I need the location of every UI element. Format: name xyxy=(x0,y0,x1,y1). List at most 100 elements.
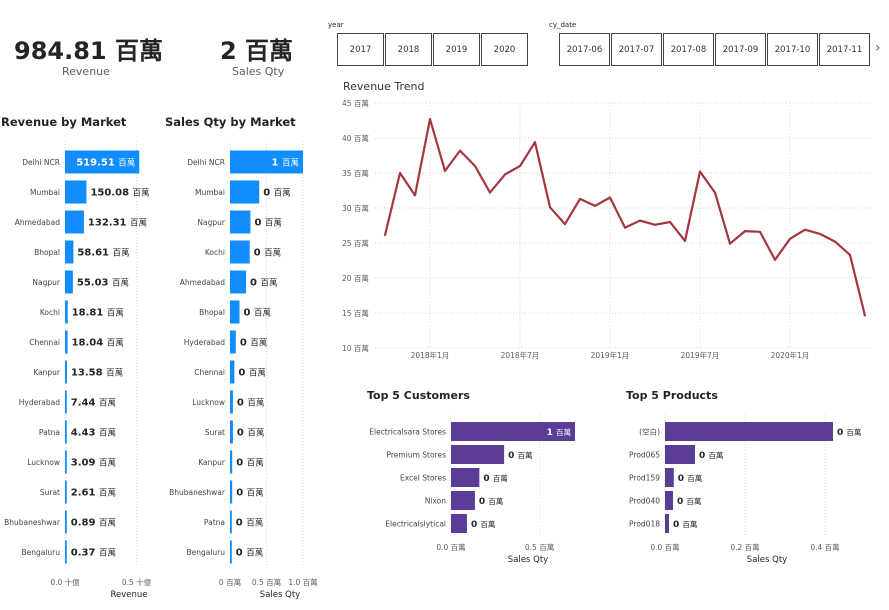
top-5-products-bar xyxy=(665,445,695,464)
sales-qty-by-market-data-label-number: 0 xyxy=(236,488,246,499)
cy-date-option[interactable]: 2017-07 xyxy=(611,33,662,66)
cy-date-slicer-title: cy_date xyxy=(549,21,577,29)
sales-qty-by-market-data-label-number: 1 xyxy=(272,158,282,169)
sales-qty-by-market-data-label-number: 0 xyxy=(236,458,246,469)
revenue-by-market-bar xyxy=(65,210,84,234)
sales-qty-by-market-category-label: Mumbai xyxy=(195,188,225,197)
revenue-by-market-x-axis-label: Revenue xyxy=(110,590,147,600)
revenue-trend-title: Revenue Trend xyxy=(343,80,425,93)
revenue-by-market-data-label-unit: 百萬 xyxy=(107,308,124,319)
top-5-products-data-label: 0 百萬 xyxy=(673,519,697,530)
sales-qty-by-market-data-label-unit: 百萬 xyxy=(247,488,264,499)
top-5-customers-chart: 0.0 百萬 0.5 百萬 Sales Qty Electricalsara Stor… xyxy=(369,414,575,565)
cy-date-option[interactable]: 2017-11 xyxy=(819,33,870,66)
top-5-customers-bar xyxy=(451,422,575,441)
year-option[interactable]: 2018 xyxy=(385,33,432,66)
top-5-products-category-label: Prod040 xyxy=(629,497,660,506)
revenue-trend-y-tick-label: 20 百萬 xyxy=(342,273,369,283)
revenue-by-market-data-label-unit: 百萬 xyxy=(107,338,124,349)
revenue-by-market-data-label-number: 4.43 xyxy=(71,428,99,439)
sales-qty-by-market-data-label-unit: 百萬 xyxy=(261,278,278,289)
revenue-trend-point xyxy=(729,242,731,245)
revenue-by-market-data-label: 2.61 百萬 xyxy=(71,488,116,499)
sales-qty-by-market-data-label: 0 百萬 xyxy=(243,308,270,319)
revenue-trend-point xyxy=(819,233,821,235)
revenue-by-market-category-label: Kochi xyxy=(40,308,60,317)
revenue-trend-point xyxy=(864,314,866,317)
top-5-products-category-label: Prod159 xyxy=(629,474,660,483)
sales-qty-by-market-data-label-number: 0 xyxy=(236,548,246,559)
revenue-trend-point xyxy=(579,198,581,200)
top-5-customers-data-label-number: 0 xyxy=(508,451,517,461)
top-5-customers-x-axis-label: Sales Qty xyxy=(508,555,548,565)
revenue-by-market-data-label: 55.03 百萬 xyxy=(77,278,129,289)
revenue-by-market-data-label-number: 58.61 xyxy=(77,248,112,259)
revenue-by-market-category-label: Nagpur xyxy=(32,278,60,287)
revenue-by-market-category-label: Chennai xyxy=(29,338,60,347)
revenue-by-market-data-label-unit: 百萬 xyxy=(113,248,130,259)
revenue-by-market-data-label-unit: 百萬 xyxy=(133,188,150,199)
top-5-customers-bar xyxy=(451,445,505,464)
revenue-trend-y-tick-label: 45 百萬 xyxy=(342,98,369,108)
top-5-customers-category-label: Nixon xyxy=(425,497,446,506)
year-option[interactable]: 2019 xyxy=(433,33,480,66)
sales-qty-by-market-bar xyxy=(230,390,233,414)
sales-qty-by-market-data-label-number: 0 xyxy=(263,188,273,199)
revenue-by-market-bar xyxy=(65,300,68,324)
cy-date-option[interactable]: 2017-10 xyxy=(767,33,818,66)
year-option[interactable]: 2020 xyxy=(481,33,528,66)
revenue-by-market-data-label: 58.61 百萬 xyxy=(77,248,129,259)
top-5-customers-data-label: 0 百萬 xyxy=(508,450,532,461)
revenue-by-market-data-label: 3.09 百萬 xyxy=(71,458,116,469)
kpi-sales-qty-value: 2 百萬 xyxy=(220,37,294,65)
top-5-products-category-label: Prod018 xyxy=(629,520,660,529)
top-5-customers-data-label-number: 0 xyxy=(471,520,480,530)
top-5-customers-bar xyxy=(451,468,480,487)
top-5-customers-bar xyxy=(451,514,467,533)
revenue-trend-y-tick-label: 15 百萬 xyxy=(342,308,369,318)
top-5-customers-category-label: Premium Stores xyxy=(387,451,447,460)
revenue-by-market-data-label-number: 0.37 xyxy=(71,548,99,559)
sales-qty-by-market-data-label-number: 0 xyxy=(236,518,246,529)
revenue-by-market-data-label-unit: 百萬 xyxy=(99,488,116,499)
top-5-products-data-label-unit: 百萬 xyxy=(846,427,861,437)
cy-date-option[interactable]: 2017-09 xyxy=(715,33,766,66)
top-5-products-data-label-unit: 百萬 xyxy=(686,496,701,506)
revenue-trend-point xyxy=(639,219,641,222)
sales-qty-by-market-data-label: 1 百萬 xyxy=(272,158,299,169)
top-5-products-data-label-unit: 百萬 xyxy=(687,473,702,483)
top-5-products-data-label-number: 0 xyxy=(673,520,682,530)
revenue-trend-point xyxy=(624,226,626,229)
sales-qty-by-market-category-label: Lucknow xyxy=(192,398,225,407)
top-5-products-data-label-number: 0 xyxy=(678,474,687,484)
top-5-customers-data-label-number: 0 xyxy=(479,497,488,507)
revenue-by-market-data-label-number: 3.09 xyxy=(71,458,99,469)
cy-date-option[interactable]: 2017-08 xyxy=(663,33,714,66)
revenue-by-market-bar xyxy=(65,150,140,174)
top-5-products-category-label: (空白) xyxy=(639,427,660,437)
revenue-trend-point xyxy=(609,196,611,199)
revenue-by-market-bar xyxy=(65,390,67,414)
top-5-products-data-label-unit: 百萬 xyxy=(708,450,723,460)
sales-qty-by-market-data-label: 0 百萬 xyxy=(238,368,265,379)
sales-qty-by-market-bar xyxy=(230,180,260,204)
revenue-by-market-bar xyxy=(65,540,67,564)
revenue-by-market-bar xyxy=(65,510,67,534)
top-5-customers-x-tick-label: 0.0 百萬 xyxy=(436,542,465,552)
top-5-customers-bar xyxy=(451,491,475,510)
chevron-right-icon[interactable]: › xyxy=(875,40,881,56)
revenue-by-market-category-label: Bhubaneshwar xyxy=(4,518,61,527)
top-5-products-data-label: 0 百萬 xyxy=(699,450,723,461)
revenue-by-market-category-label: Patna xyxy=(39,428,60,437)
revenue-trend-y-tick-label: 10 百萬 xyxy=(342,343,369,353)
revenue-trend-point xyxy=(654,223,656,226)
top-5-products-x-tick-label: 0.4 百萬 xyxy=(810,542,839,552)
revenue-by-market-data-label-number: 18.04 xyxy=(72,338,107,349)
sales-qty-by-market-category-label: Bengaluru xyxy=(186,548,225,557)
revenue-by-market-data-label-number: 150.08 xyxy=(90,188,132,199)
revenue-by-market-data-label-unit: 百萬 xyxy=(99,548,116,559)
sales-qty-by-market-data-label-number: 0 xyxy=(237,428,247,439)
cy-date-option[interactable]: 2017-06 xyxy=(559,33,610,66)
year-option[interactable]: 2017 xyxy=(337,33,384,66)
top-5-products-data-label-number: 0 xyxy=(699,451,708,461)
